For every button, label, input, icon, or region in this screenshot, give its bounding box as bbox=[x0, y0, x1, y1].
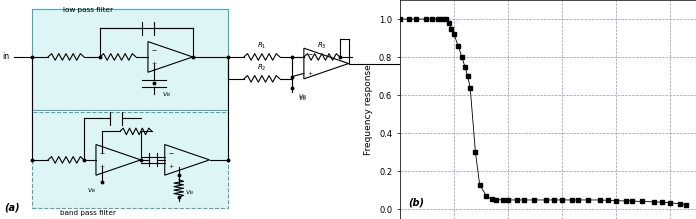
Text: +: + bbox=[307, 71, 313, 76]
Y-axis label: Frequency response: Frequency response bbox=[365, 64, 373, 155]
Text: $V_B$: $V_B$ bbox=[88, 186, 97, 195]
Text: +: + bbox=[100, 164, 104, 169]
Text: −: − bbox=[151, 48, 157, 53]
Text: low pass filter: low pass filter bbox=[63, 7, 113, 12]
Text: $R_2$: $R_2$ bbox=[257, 63, 267, 73]
Text: −: − bbox=[168, 150, 173, 155]
Text: $V_B$: $V_B$ bbox=[298, 94, 307, 103]
Text: $V_B$: $V_B$ bbox=[162, 90, 171, 99]
Bar bbox=[32, 9, 228, 110]
Text: +: + bbox=[151, 61, 157, 66]
Text: out: out bbox=[402, 59, 414, 68]
Text: (b): (b) bbox=[409, 198, 425, 208]
Bar bbox=[32, 112, 228, 208]
Text: (a): (a) bbox=[4, 202, 19, 212]
Text: in: in bbox=[2, 52, 9, 62]
Text: $R_3$: $R_3$ bbox=[317, 41, 326, 51]
Text: −: − bbox=[100, 150, 104, 155]
Text: band pass filter: band pass filter bbox=[60, 210, 116, 216]
Text: −: − bbox=[307, 51, 313, 56]
Text: $R_1$: $R_1$ bbox=[257, 41, 267, 51]
Text: $V_B$: $V_B$ bbox=[184, 188, 193, 197]
Text: +: + bbox=[168, 164, 173, 169]
Text: $V_B$: $V_B$ bbox=[298, 92, 307, 101]
